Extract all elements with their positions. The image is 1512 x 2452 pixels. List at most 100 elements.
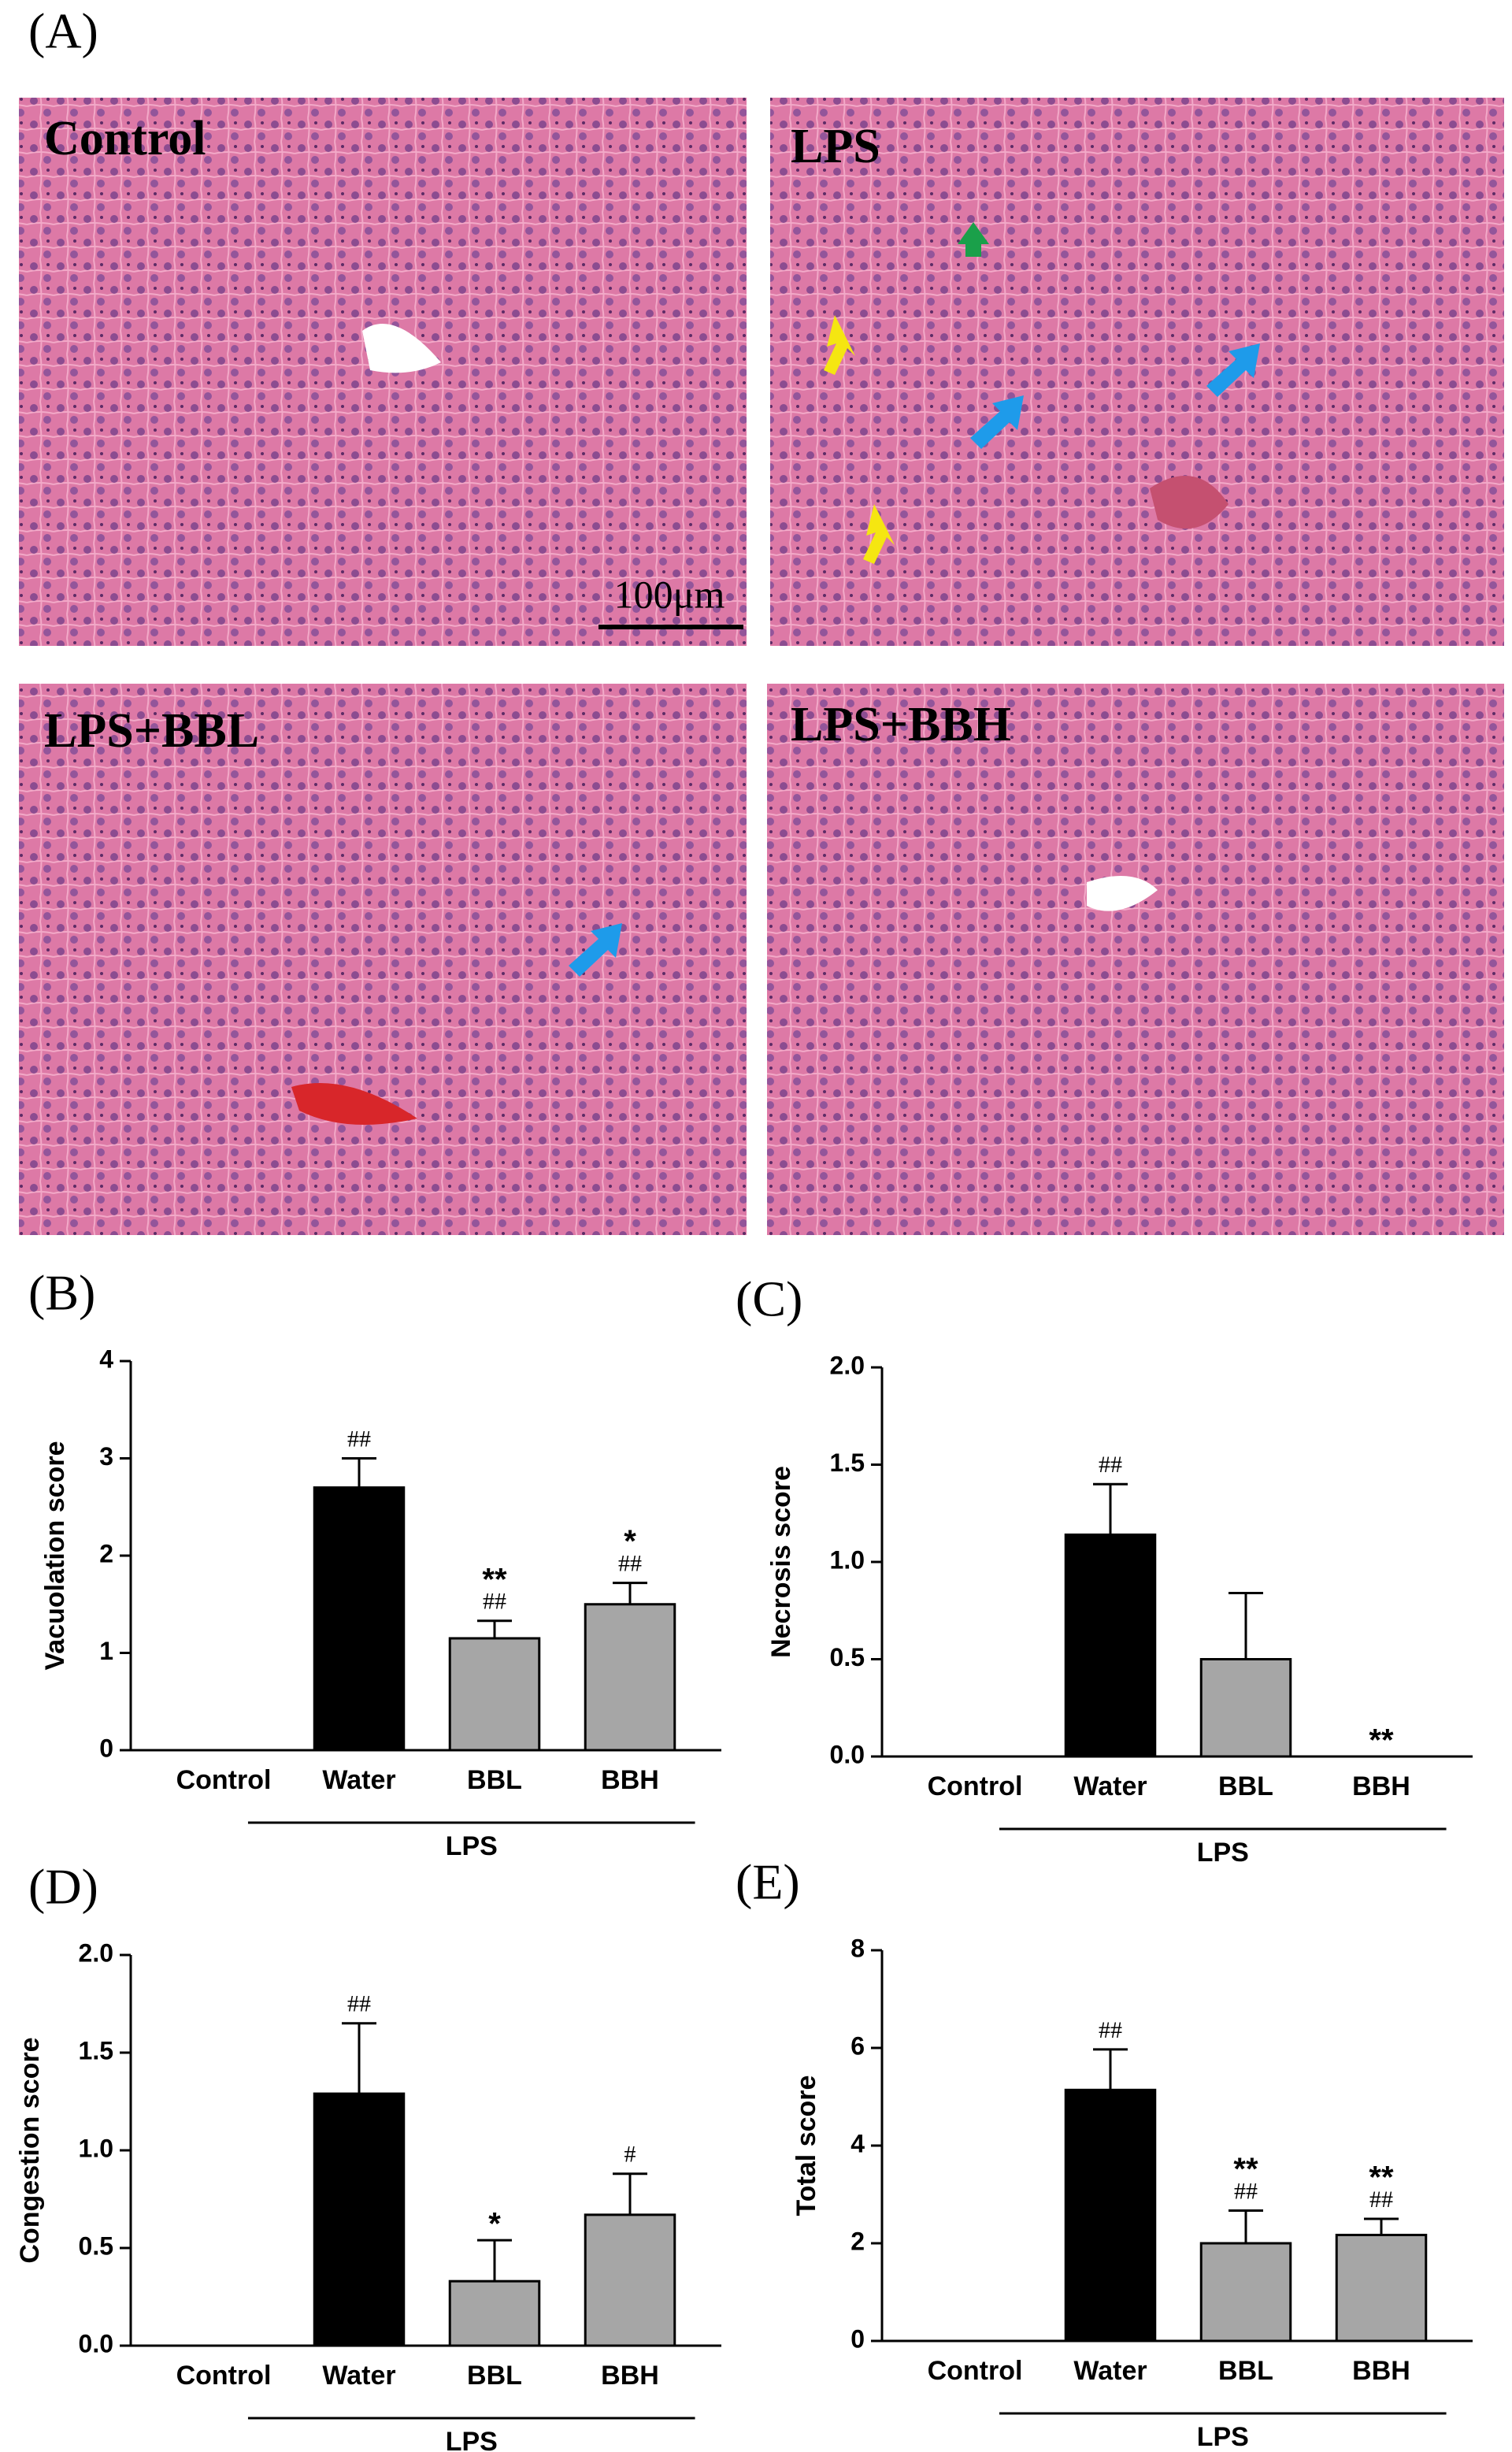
hash-label: ## [618,1550,642,1576]
bar [1335,2233,1428,2343]
y-tick-label: 0.5 [79,2231,113,2260]
star-label: ** [1369,2161,1394,2195]
y-tick-label: 1 [99,1637,113,1665]
hash-label: ## [1099,2017,1122,2043]
error-bar [613,1582,647,1604]
error-bar [1228,1592,1263,1660]
y-tick-label: 1.5 [79,2036,113,2064]
panel-label: (B) [28,1265,95,1321]
y-tick-label: 3 [99,1442,113,1471]
y-axis-label: Total score [791,2075,821,2216]
y-tick-label: 1.0 [830,1545,865,1574]
y-axis-label: Congestion score [15,2037,45,2263]
x-tick-label: Control [928,1771,1023,1801]
star-label: ** [482,1562,507,1597]
blue-arrows [569,343,1260,977]
x-tick-label: Control [176,1765,272,1795]
x-tick-label: BBL [1218,1771,1273,1801]
vessel [1087,876,1158,911]
x-tick-label: BBL [467,1765,522,1795]
y-tick-label: 2 [850,2227,865,2255]
y-axis-label: Necrosis score [766,1466,796,1658]
x-tick-label: BBH [601,1765,659,1795]
error-bar [342,2022,376,2094]
y-tick-label: 0.0 [79,2329,113,2357]
error-bar [1093,2048,1128,2090]
bar [313,1486,406,1752]
y-tick-label: 1.5 [830,1449,865,1477]
error-bar [613,2172,647,2215]
x-tick-label: BBL [467,2361,522,2391]
error-bar [1093,1482,1128,1535]
y-tick-label: 0 [99,1734,113,1762]
panel-label: (E) [736,1854,800,1910]
vessel [1150,476,1228,529]
error-bar [477,1619,512,1638]
error-bar [477,2239,512,2282]
star-label: ** [1233,2152,1258,2187]
x-tick-label: Water [1073,2356,1147,2386]
scale-bar-label: 100μm [614,572,725,616]
bar [584,2213,676,2347]
star-label: * [624,1524,636,1559]
y-tick-label: 0 [850,2324,865,2353]
panel-label: (A) [28,3,98,59]
bar [1199,2242,1292,2343]
x-tick-label: BBL [1218,2356,1273,2386]
bar [313,2092,406,2347]
hash-label: ## [1234,2178,1258,2204]
bar [448,2280,541,2347]
bar [1199,1658,1292,1758]
error-bar [1364,2217,1399,2235]
x-tick-label: Water [322,1765,395,1795]
group-label: LPS [1197,1838,1249,1868]
x-tick-label: BBH [1352,1771,1410,1801]
micrograph [19,684,747,1235]
y-tick-label: 6 [850,2031,865,2060]
image-label: LPS+BBL [44,704,259,758]
y-tick-label: 4 [850,2129,865,2157]
star-label: ** [1369,1723,1394,1758]
group-label: LPS [446,2427,498,2452]
y-axis-label: Vacuolation score [40,1441,70,1671]
panel-label: (C) [736,1271,802,1327]
image-label: LPS [791,120,880,173]
hash-label: # [624,2142,636,2168]
x-tick-label: Water [1073,1771,1147,1801]
bar [448,1637,541,1752]
y-tick-label: 1.0 [79,2134,113,2162]
bar [1064,1533,1157,1758]
y-tick-label: 2.0 [830,1351,865,1379]
star-label: * [488,2207,501,2242]
group-label: LPS [1197,2422,1249,2452]
error-bar [342,1457,376,1488]
image-label: LPS+BBH [791,698,1011,751]
bar [584,1603,676,1752]
hash-label: ## [347,1991,371,2017]
x-tick-label: Control [928,2356,1023,2386]
x-tick-label: Water [322,2361,395,2391]
star-marker [958,222,989,257]
y-tick-label: 4 [99,1345,113,1373]
hash-label: ## [347,1426,371,1452]
micrograph [767,684,1504,1235]
vessel [291,1083,417,1125]
y-tick-label: 2.0 [79,1938,113,1967]
yellow-arrows [824,315,895,564]
panel-label: (D) [28,1859,98,1915]
error-bar [1228,2209,1263,2243]
bar [1064,2088,1157,2343]
x-tick-label: Control [176,2361,272,2391]
y-tick-label: 2 [99,1539,113,1567]
y-tick-label: 8 [850,1934,865,1962]
vessel [362,324,441,373]
y-tick-label: 0.5 [830,1643,865,1671]
x-tick-label: BBH [601,2361,659,2391]
hash-label: ## [483,1589,506,1615]
image-label: Control [44,112,206,165]
x-tick-label: BBH [1352,2356,1410,2386]
hash-label: ## [1099,1452,1122,1478]
micrograph [770,98,1504,646]
